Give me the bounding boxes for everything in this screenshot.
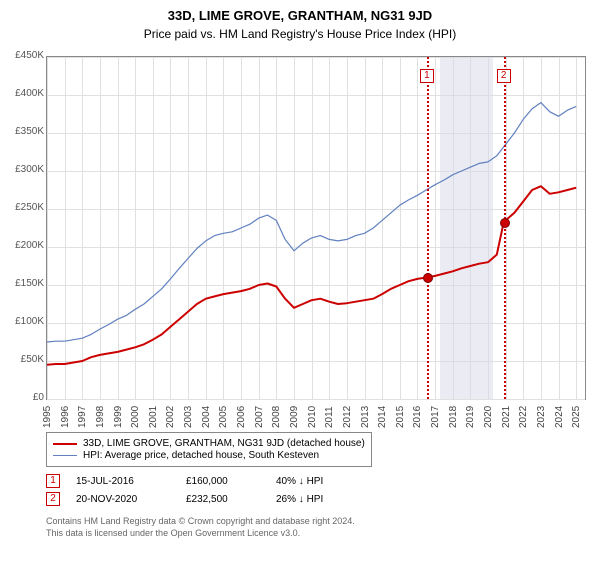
xtick-label: 2021 [501,406,512,428]
chart-subtitle: Price paid vs. HM Land Registry's House … [0,27,600,41]
footer-line1: Contains HM Land Registry data © Crown c… [46,516,355,528]
ytick-label: £250K [0,202,44,213]
xtick-label: 2002 [165,406,176,428]
chart-title: 33D, LIME GROVE, GRANTHAM, NG31 9JD [0,8,600,23]
transaction-date: 15-JUL-2016 [76,476,186,487]
legend-label: HPI: Average price, detached house, Sout… [83,450,319,461]
xtick-label: 1996 [60,406,71,428]
transaction-price: £160,000 [186,476,276,487]
xtick-label: 2019 [465,406,476,428]
transaction-vs-hpi: 26% ↓ HPI [276,494,366,505]
xtick-label: 2007 [254,406,265,428]
xtick-label: 2001 [148,406,159,428]
ytick-label: £0 [0,392,44,403]
ytick-label: £450K [0,50,44,61]
transaction-point-2 [500,218,510,228]
transaction-date: 20-NOV-2020 [76,494,186,505]
ytick-label: £350K [0,126,44,137]
ytick-label: £100K [0,316,44,327]
xtick-label: 2018 [448,406,459,428]
xtick-label: 2008 [271,406,282,428]
xtick-label: 2005 [218,406,229,428]
xtick-label: 2017 [430,406,441,428]
transaction-row: 2 20-NOV-2020£232,50026% ↓ HPI [46,490,366,508]
footer-line2: This data is licensed under the Open Gov… [46,528,355,540]
transaction-id-marker: 1 [46,474,60,488]
legend-box: 33D, LIME GROVE, GRANTHAM, NG31 9JD (det… [46,432,372,467]
legend-label: 33D, LIME GROVE, GRANTHAM, NG31 9JD (det… [83,438,365,449]
xtick-label: 1998 [95,406,106,428]
transaction-divider [427,57,429,399]
xtick-label: 2011 [324,406,335,428]
xtick-label: 2015 [395,406,406,428]
xtick-label: 2013 [360,406,371,428]
xtick-label: 2003 [183,406,194,428]
transaction-id-marker: 2 [46,492,60,506]
xtick-label: 2016 [412,406,423,428]
xtick-label: 2000 [130,406,141,428]
transaction-marker-1: 1 [420,69,434,83]
xtick-label: 2009 [289,406,300,428]
ytick-label: £200K [0,240,44,251]
transaction-point-1 [423,273,433,283]
transaction-price: £232,500 [186,494,276,505]
plot-area: 12 [46,56,586,400]
xtick-label: 2022 [518,406,529,428]
xtick-label: 2020 [483,406,494,428]
xtick-label: 2014 [377,406,388,428]
ytick-label: £300K [0,164,44,175]
xtick-label: 1997 [77,406,88,428]
legend-item: 33D, LIME GROVE, GRANTHAM, NG31 9JD (det… [53,438,365,449]
ytick-label: £150K [0,278,44,289]
transactions-table: 1 15-JUL-2016£160,00040% ↓ HPI 2 20-NOV-202… [46,472,366,508]
transaction-row: 1 15-JUL-2016£160,00040% ↓ HPI [46,472,366,490]
footer-text: Contains HM Land Registry data © Crown c… [46,516,355,539]
xtick-label: 2010 [307,406,318,428]
xtick-label: 2024 [554,406,565,428]
ytick-label: £50K [0,354,44,365]
xtick-label: 2004 [201,406,212,428]
xtick-label: 2025 [571,406,582,428]
transaction-marker-2: 2 [497,69,511,83]
ytick-label: £400K [0,88,44,99]
xtick-label: 2012 [342,406,353,428]
xtick-label: 2006 [236,406,247,428]
legend-item: HPI: Average price, detached house, Sout… [53,450,365,461]
xtick-label: 1999 [113,406,124,428]
transaction-vs-hpi: 40% ↓ HPI [276,476,366,487]
chart-container: 33D, LIME GROVE, GRANTHAM, NG31 9JD Pric… [0,8,600,568]
xtick-label: 2023 [536,406,547,428]
xtick-label: 1995 [42,406,53,428]
